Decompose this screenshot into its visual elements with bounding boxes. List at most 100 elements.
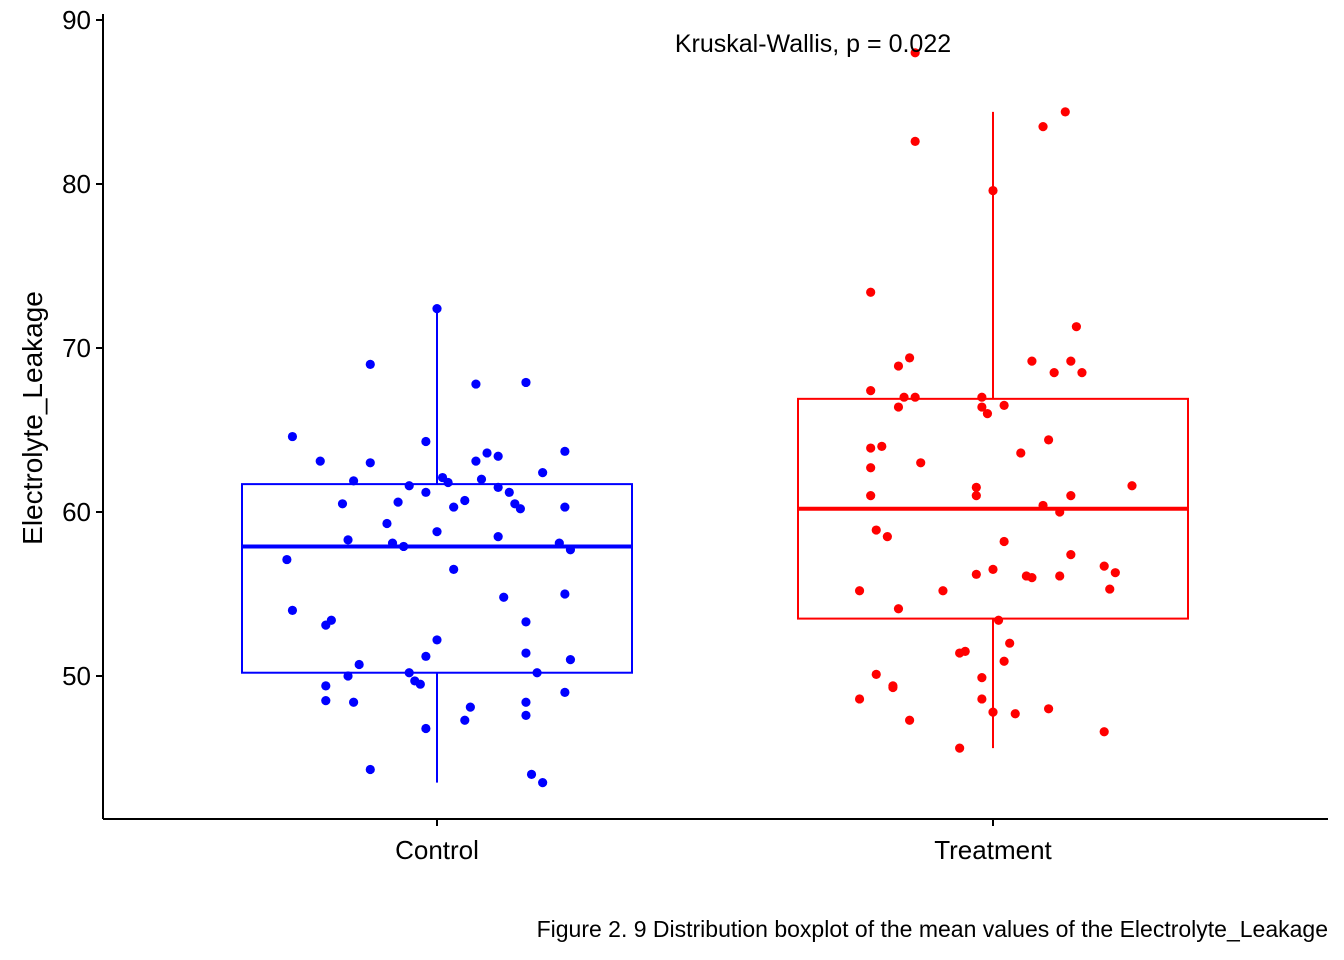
data-point (977, 694, 987, 704)
data-point (871, 525, 881, 535)
iqr-box (241, 483, 633, 674)
data-point (854, 586, 865, 596)
data-point (960, 646, 970, 657)
data-point (421, 436, 431, 447)
data-point (1044, 435, 1054, 445)
data-point (1027, 573, 1037, 583)
data-point (916, 458, 926, 468)
box-treatment (797, 111, 1189, 749)
data-point (432, 304, 442, 314)
data-point (343, 671, 353, 681)
data-point (387, 538, 398, 548)
y-axis-title: Electrolyte_Leakage (17, 291, 48, 545)
boxes (241, 111, 1189, 783)
data-point (565, 655, 576, 665)
data-point (999, 400, 1009, 410)
x-tick-label: Treatment (934, 835, 1052, 865)
data-point (443, 477, 453, 488)
data-point (905, 353, 915, 363)
data-point (1071, 322, 1081, 332)
box-control (241, 308, 633, 783)
data-point (415, 679, 425, 689)
data-point (866, 463, 876, 473)
data-point (1055, 571, 1065, 581)
data-point (449, 564, 459, 575)
data-point (287, 605, 298, 616)
data-point (493, 482, 503, 492)
data-point (1038, 500, 1048, 511)
data-point (354, 659, 364, 670)
data-point (988, 707, 998, 717)
data-point (521, 697, 531, 707)
data-point (955, 743, 965, 753)
data-point (554, 538, 564, 548)
data-point (893, 604, 904, 614)
data-point (493, 451, 503, 461)
kruskal-wallis-annotation: Kruskal-Wallis, p = 0.022 (675, 30, 951, 58)
data-point (1099, 561, 1109, 571)
x-tick-label: Control (395, 835, 479, 865)
points-control (282, 304, 576, 788)
data-point (882, 532, 892, 542)
data-point (421, 487, 431, 497)
data-point (532, 668, 542, 678)
data-point (465, 702, 475, 712)
data-point (888, 682, 898, 693)
data-point (460, 715, 470, 725)
data-point (432, 527, 442, 537)
data-point (1044, 704, 1054, 714)
data-point (365, 458, 375, 468)
data-point (893, 402, 904, 412)
data-point (321, 681, 331, 691)
data-point (349, 697, 359, 707)
data-point (1099, 727, 1109, 737)
data-point (382, 518, 392, 529)
data-point (538, 778, 548, 788)
points (282, 48, 1137, 788)
data-point (871, 669, 881, 679)
data-point (482, 448, 492, 458)
data-point (910, 392, 920, 402)
data-point (538, 468, 548, 478)
data-point (399, 541, 409, 552)
points-treatment (854, 48, 1137, 753)
data-point (560, 589, 570, 599)
y-tick-label: 50 (62, 661, 91, 691)
data-point (1055, 507, 1065, 517)
data-point (476, 474, 487, 484)
data-point (854, 694, 865, 704)
data-point (321, 696, 331, 706)
data-point (977, 392, 987, 402)
data-point (982, 409, 993, 419)
data-point (999, 536, 1009, 547)
data-point (504, 487, 514, 497)
data-point (521, 377, 531, 388)
data-point (499, 592, 509, 602)
data-point (365, 359, 375, 369)
data-point (287, 431, 298, 442)
data-point (471, 379, 481, 389)
data-point (404, 481, 414, 491)
data-point (910, 48, 920, 58)
data-point (1005, 638, 1015, 648)
data-point (565, 545, 576, 555)
data-point (560, 687, 570, 698)
data-point (460, 495, 470, 506)
data-point (526, 769, 537, 780)
data-point (1110, 568, 1120, 578)
data-point (521, 648, 531, 658)
data-point (1016, 448, 1026, 458)
data-point (393, 497, 403, 507)
data-point (1010, 709, 1020, 719)
data-point (521, 710, 531, 720)
data-point (1077, 368, 1087, 378)
data-point (421, 651, 431, 661)
data-point (999, 656, 1009, 666)
data-point (471, 456, 481, 466)
y-tick-label: 60 (62, 497, 91, 527)
data-point (977, 673, 987, 683)
data-point (521, 617, 531, 627)
data-point (971, 569, 981, 579)
data-point (560, 502, 570, 512)
